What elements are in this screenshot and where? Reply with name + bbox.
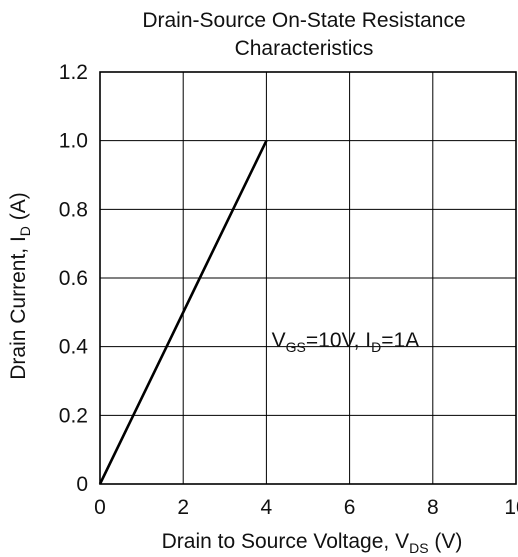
x-axis-label-main: Drain to Source Voltage, V — [162, 530, 409, 553]
series-layer — [98, 140, 268, 485]
y-axis-label-suffix: (A) — [7, 192, 30, 226]
x-tick-label-3: 6 — [344, 496, 356, 519]
y-tick-label-4: 0.8 — [59, 198, 88, 221]
annotation-vgs: V — [272, 329, 286, 352]
series-annotation: VGS=10V, ID=1A — [272, 329, 420, 355]
x-axis-label: Drain to Source Voltage, VDS (V) — [162, 530, 463, 556]
plot-frame — [99, 71, 517, 485]
series-line-0 — [98, 140, 268, 485]
annotation-id-value: =1A — [381, 329, 419, 352]
x-tick-label-4: 8 — [427, 496, 439, 519]
x-tick-label-5: 10 — [504, 496, 518, 519]
y-tick-label-6: 1.2 — [59, 61, 88, 84]
y-tick-label-2: 0.4 — [59, 336, 89, 359]
x-tick-label-2: 4 — [261, 496, 273, 519]
y-tick-label-5: 1.0 — [59, 130, 88, 153]
annotation-vgs-value: =10V, I — [306, 329, 371, 352]
annotation-id-sub: D — [371, 339, 381, 355]
chart-title-line-1: Drain-Source On-State Resistance — [142, 9, 465, 32]
x-tick-label-1: 2 — [177, 496, 189, 519]
y-axis-label-sub: D — [17, 226, 33, 236]
tick-layer: 0 2 4 6 8 10 0 0.2 0.4 0.6 0.8 1.0 1.2 — [59, 61, 518, 519]
y-tick-label-0: 0 — [76, 473, 88, 496]
y-tick-label-1: 0.2 — [59, 404, 88, 427]
y-axis-label-main: Drain Current, I — [7, 236, 30, 380]
y-axis-label: Drain Current, ID (A) — [7, 192, 33, 380]
x-axis-label-sub: DS — [409, 540, 428, 556]
chart-title-line-2: Characteristics — [235, 37, 374, 60]
x-axis-label-suffix: (V) — [429, 530, 463, 553]
grid-layer — [99, 71, 517, 485]
x-tick-label-0: 0 — [94, 496, 106, 519]
annotation-vgs-sub: GS — [286, 339, 306, 355]
y-tick-label-3: 0.6 — [59, 267, 88, 290]
